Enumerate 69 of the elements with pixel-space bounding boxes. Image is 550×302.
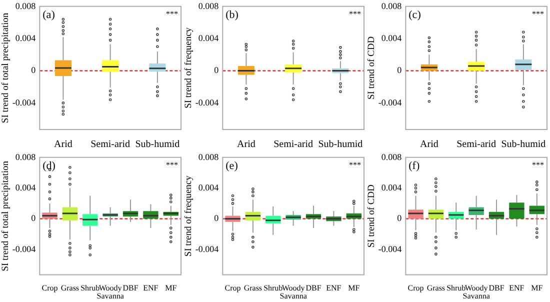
x-tick-label: MF <box>165 284 178 293</box>
y-tick-label: -0.004 <box>12 97 36 108</box>
x-tick-label: Sub-humid <box>318 138 363 150</box>
chart-title: (a) <box>42 8 56 21</box>
x-tick-label: DBF <box>306 284 322 293</box>
y-tick-label: 0.004 <box>198 32 220 43</box>
x-tick-label: Semi-arid <box>456 138 496 150</box>
annotation: *** <box>166 9 178 18</box>
y-axis-title: SI trend of frequency <box>184 27 194 108</box>
x-tick-label: MF <box>348 284 360 293</box>
y-tick-label: 0 <box>31 65 36 76</box>
x-tick-label: Sub-humid <box>135 138 180 150</box>
x-tick-label: DBF <box>122 284 139 293</box>
y-tick-label: 0.008 <box>198 0 220 11</box>
y-axis-title: SI trend of frequency <box>184 175 194 257</box>
x-tick-label: Grass <box>60 284 80 293</box>
annotation: *** <box>532 9 544 18</box>
y-tick-label: 0.008 <box>15 152 36 162</box>
y-tick-label: -0.004 <box>195 244 220 254</box>
x-tick-label: Arid <box>237 138 256 150</box>
annotation: *** <box>349 160 361 170</box>
y-axis-title: SI trend of total precipitation <box>1 160 12 272</box>
y-tick-label: 0.004 <box>15 182 36 192</box>
x-tick-label: ENF <box>143 284 159 293</box>
y-tick-label: 0 <box>397 65 402 76</box>
y-tick-label: 0.004 <box>381 32 402 43</box>
x-tick-label: Shrub <box>264 284 283 293</box>
y-tick-label: 0 <box>397 213 402 224</box>
x-tick-label: Semi-arid <box>90 138 130 150</box>
x-tick-label: Crop <box>224 284 241 293</box>
y-tick-label: -0.004 <box>378 97 402 108</box>
y-tick-label: 0.008 <box>15 0 36 11</box>
y-axis-title: SI trend of CDD <box>367 184 378 248</box>
x-tick-label: Grass <box>244 284 262 293</box>
x-tick-label: ENF <box>326 284 342 293</box>
y-tick-label: 0 <box>31 213 36 224</box>
x-tick-label: Grass <box>426 284 446 293</box>
x-tick-label: ENF <box>509 284 525 293</box>
x-tick-label: MF <box>531 284 544 293</box>
x-tick-label: Crop <box>408 284 424 293</box>
y-tick-label: 0 <box>214 213 220 224</box>
x-tick-label: Crop <box>42 284 58 293</box>
y-tick-label: 0.008 <box>198 152 220 162</box>
y-tick-label: -0.004 <box>12 244 36 254</box>
chart-title: (c) <box>408 8 422 21</box>
x-tick-label: DBF <box>488 284 505 293</box>
y-axis-title: SI trend of CDD <box>367 36 378 100</box>
x-tick-label: Sub-humid <box>501 138 546 150</box>
y-tick-label: 0.004 <box>15 32 36 43</box>
y-tick-label: -0.004 <box>378 244 402 254</box>
x-tick-label: Arid <box>54 138 72 150</box>
annotation: *** <box>166 160 178 170</box>
y-tick-label: 0.004 <box>198 182 220 192</box>
annotation: *** <box>349 9 361 18</box>
y-tick-label: 0.008 <box>381 0 402 11</box>
y-tick-label: 0.004 <box>381 182 402 192</box>
x-tick-label: Semi-arid <box>274 138 314 150</box>
x-tick-label: Shrub <box>80 284 100 293</box>
y-axis-title: SI trend of total precipitation <box>1 12 12 124</box>
chart-title: (e) <box>226 160 238 172</box>
chart-title: (d) <box>42 160 56 172</box>
x-tick-label: Shrub <box>446 284 466 293</box>
chart-title: (f) <box>408 160 420 172</box>
annotation: *** <box>532 160 544 170</box>
chart-title: (b) <box>226 8 239 21</box>
y-tick-label: 0.008 <box>381 152 402 162</box>
y-tick-label: 0 <box>214 65 220 76</box>
y-tick-label: -0.004 <box>195 97 220 108</box>
x-tick-label: Arid <box>420 138 438 150</box>
